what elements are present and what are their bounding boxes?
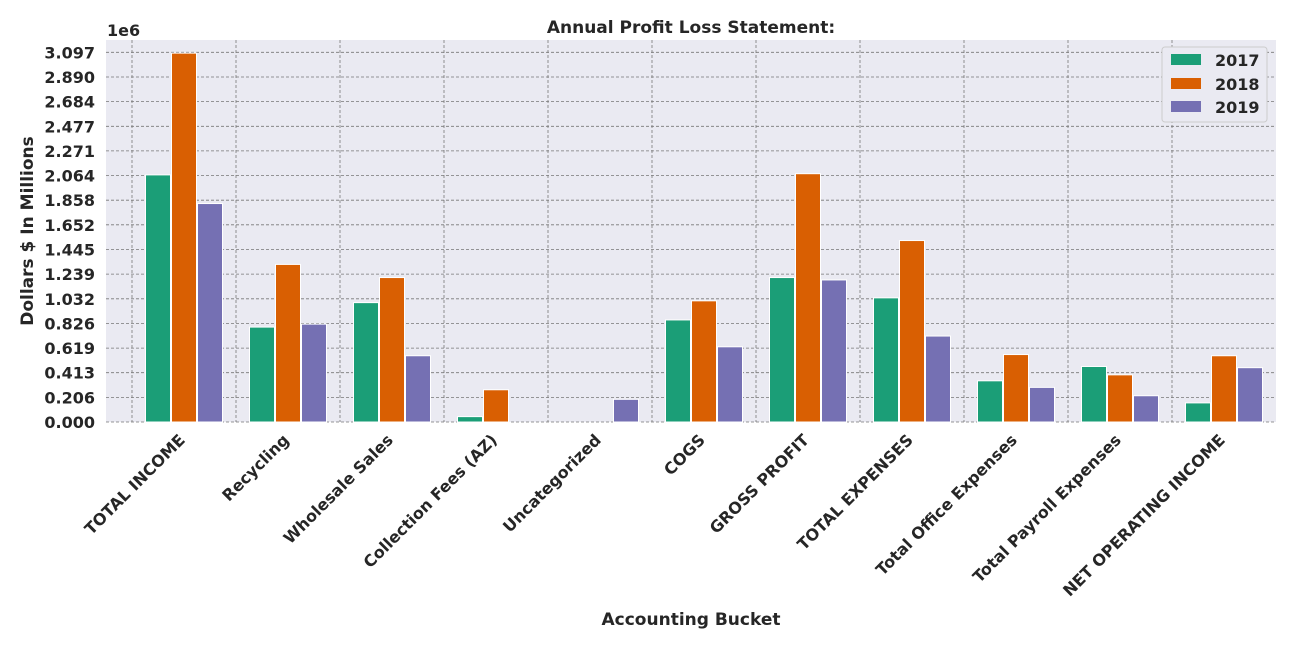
bar-2019 (301, 323, 327, 423)
legend-label-2017: 2017 (1215, 51, 1260, 70)
y-tick-label: 0.619 (44, 339, 95, 358)
x-tick-label: TOTAL INCOME (81, 430, 189, 538)
bar-2018 (1107, 374, 1133, 423)
y-tick-label: 2.064 (44, 167, 95, 186)
y-tick-label: 1.445 (44, 241, 95, 260)
bar-2018 (899, 240, 925, 423)
bar-2018 (1211, 355, 1237, 423)
bar-2018 (275, 263, 301, 423)
x-tick-label: COGS (660, 430, 709, 479)
bar-2017 (353, 302, 379, 423)
bar-2019 (1133, 395, 1159, 423)
bar-2018 (691, 300, 717, 423)
bar-2017 (249, 326, 275, 423)
bar-2017 (457, 416, 483, 423)
y-tick-label: 2.477 (44, 117, 95, 136)
x-tick-label: TOTAL EXPENSES (793, 430, 916, 553)
bar-2017 (665, 319, 691, 423)
bar-2017 (873, 297, 899, 423)
y-axis-title: Dollars $ In Millions (18, 136, 38, 326)
x-tick-label: GROSS PROFIT (706, 430, 813, 537)
legend-swatch-2017 (1171, 54, 1201, 65)
x-axis-title: Accounting Bucket (602, 610, 781, 630)
chart-title: Annual Profit Loss Statement: (547, 18, 835, 38)
bar-2019 (197, 203, 223, 423)
bar-2019 (613, 398, 639, 423)
bar-2019 (1029, 386, 1055, 423)
legend-label-2019: 2019 (1215, 98, 1260, 117)
bar-2019 (925, 335, 951, 423)
bar-2019 (405, 355, 431, 423)
bar-2017 (1185, 402, 1211, 423)
bar-2017 (1081, 365, 1107, 423)
y-tick-label: 0.826 (44, 314, 95, 333)
legend-swatch-2018 (1171, 78, 1201, 89)
legend-swatch-2019 (1171, 101, 1201, 112)
y-tick-label: 0.206 (44, 388, 95, 407)
bar-2017 (769, 277, 795, 423)
bar-2018 (379, 277, 405, 423)
bar-2018 (795, 173, 821, 423)
y-tick-label: 2.890 (44, 68, 95, 87)
x-tick-label: Recycling (218, 430, 293, 505)
y-offset-text: 1e6 (107, 21, 140, 40)
y-tick-label: 0.000 (44, 413, 95, 432)
legend: 2017 2018 2019 (1161, 46, 1268, 123)
bar-2017 (145, 174, 171, 423)
legend-label-2018: 2018 (1215, 75, 1260, 94)
y-tick-label: 0.413 (44, 364, 95, 383)
bar-2018 (483, 389, 509, 423)
y-tick-label: 1.858 (44, 191, 95, 210)
bar-2019 (1237, 367, 1263, 423)
bar-2017 (977, 380, 1003, 423)
bar-2019 (717, 346, 743, 423)
y-tick-label: 2.684 (44, 93, 95, 112)
x-tick-label: Wholesale Sales (280, 430, 397, 547)
bars (145, 52, 1263, 423)
y-tick-label: 2.271 (44, 142, 95, 161)
y-axis-ticks: 0.000 0.206 0.413 0.619 0.826 1.032 1.239 1.445… (44, 43, 95, 432)
y-tick-label: 1.032 (44, 290, 95, 309)
y-tick-label: 3.097 (44, 43, 95, 62)
bar-2019 (821, 279, 847, 423)
y-tick-label: 1.239 (44, 265, 95, 284)
y-tick-label: 1.652 (44, 216, 95, 235)
bar-2018 (1003, 354, 1029, 423)
bar-2018 (171, 52, 197, 423)
x-tick-label: Uncategorized (499, 430, 605, 536)
